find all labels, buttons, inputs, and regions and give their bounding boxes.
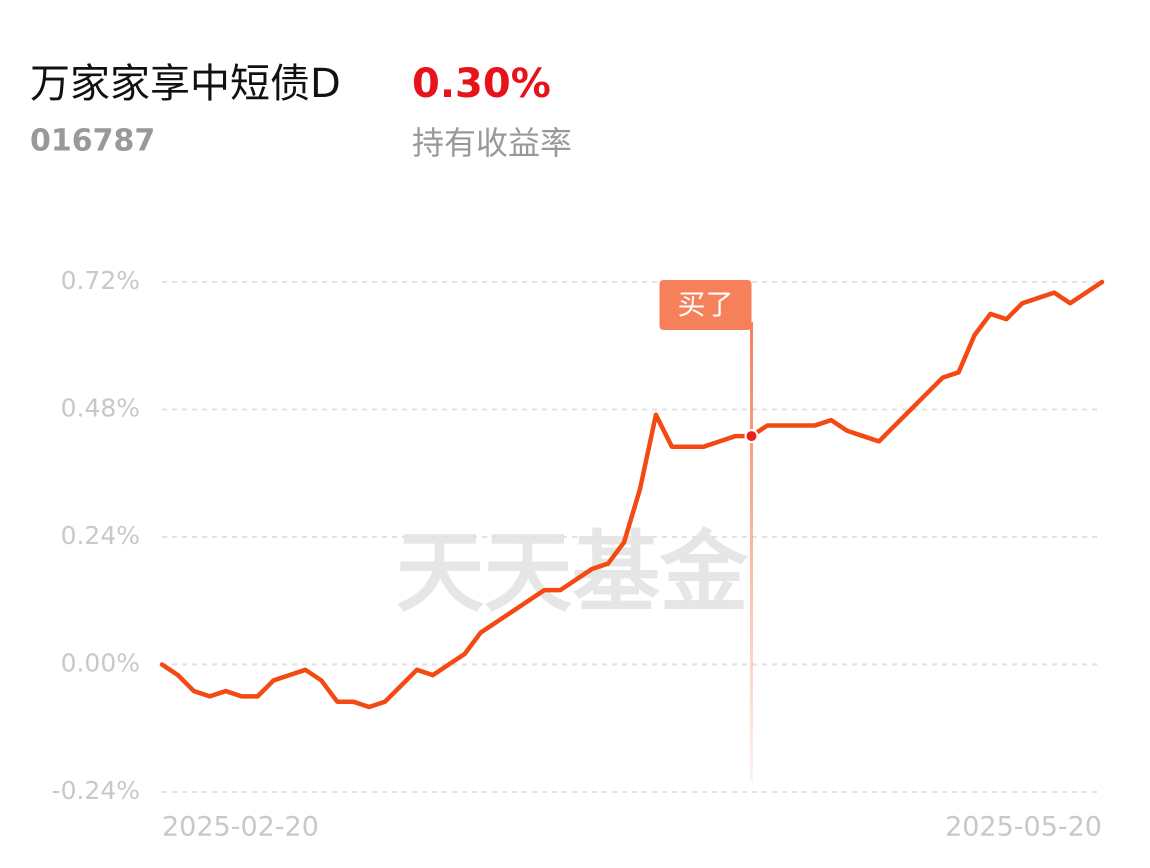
chart: 天天基金 -0.24% 0.00% 0.24% 0.48% 0.72% 2025-02-20…	[52, 266, 1105, 843]
line-series	[159, 279, 1105, 710]
return-value: 0.30%	[412, 61, 551, 107]
y-tick-label: 0.72%	[61, 266, 140, 295]
buy-label: 买了	[677, 288, 733, 321]
y-tick-label: 0.24%	[61, 521, 140, 550]
x-tick-label: 2025-02-20	[162, 812, 319, 843]
buy-badge	[659, 280, 752, 330]
fund-title: 万家家享中短债D	[30, 61, 341, 107]
y-tick-label: 0.48%	[61, 394, 140, 423]
buy-point	[744, 429, 759, 444]
x-tick-label: 2025-05-20	[945, 812, 1102, 843]
y-tick-label: 0.00%	[61, 649, 140, 678]
buy-line	[749, 322, 753, 782]
y-tick-label: -0.24%	[52, 776, 140, 805]
return-label: 持有收益率	[412, 124, 572, 162]
fund-code: 016787	[30, 124, 155, 159]
watermark: 天天基金	[396, 520, 749, 624]
